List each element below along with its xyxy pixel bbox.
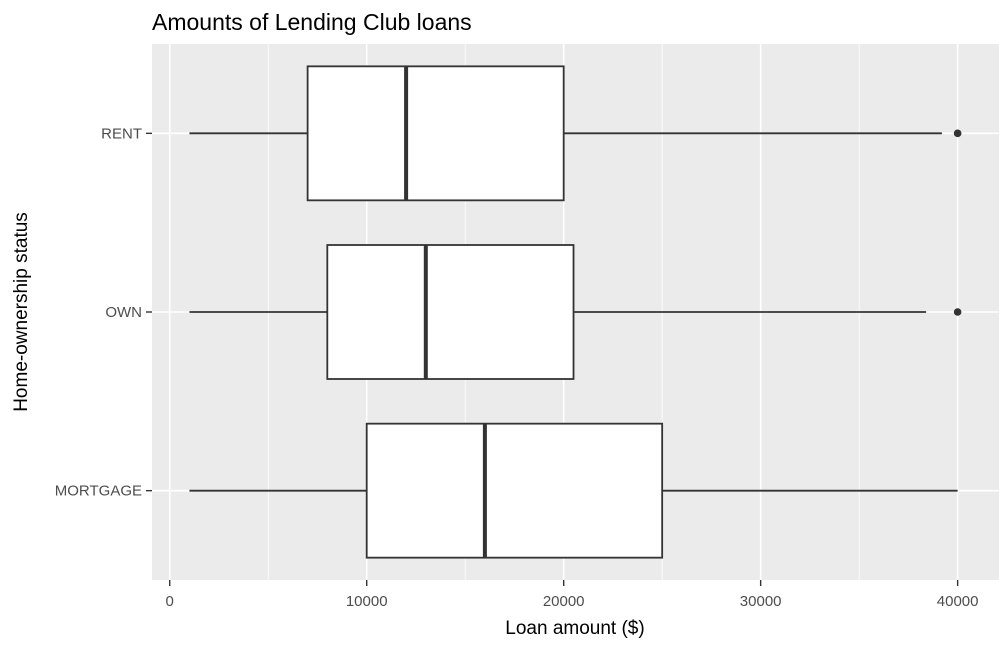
chart-title: Amounts of Lending Club loans (152, 9, 472, 35)
x-tick-label: 0 (166, 593, 174, 610)
x-axis-title: Loan amount ($) (505, 618, 644, 639)
y-tick-label: RENT (101, 125, 142, 142)
iqr-box (306, 65, 565, 202)
outlier-point (953, 308, 962, 316)
iqr-box (326, 244, 575, 380)
iqr-box (365, 422, 664, 559)
x-tick-label: 10000 (346, 593, 388, 610)
box-rent (189, 65, 962, 202)
x-tick-label: 20000 (543, 593, 585, 610)
y-axis-title: Home-ownership status (11, 212, 32, 412)
box-mortgage (189, 422, 958, 559)
x-axis: 0 10000 20000 30000 40000 (166, 580, 979, 610)
x-tick-label: 30000 (740, 593, 782, 610)
y-tick-label: OWN (105, 304, 142, 321)
box-own (189, 244, 962, 380)
y-axis: MORTGAGE OWN RENT (55, 125, 152, 500)
x-tick-label: 40000 (937, 593, 979, 610)
outlier-point (953, 129, 962, 138)
y-tick-label: MORTGAGE (55, 483, 142, 500)
box-series (189, 65, 962, 559)
